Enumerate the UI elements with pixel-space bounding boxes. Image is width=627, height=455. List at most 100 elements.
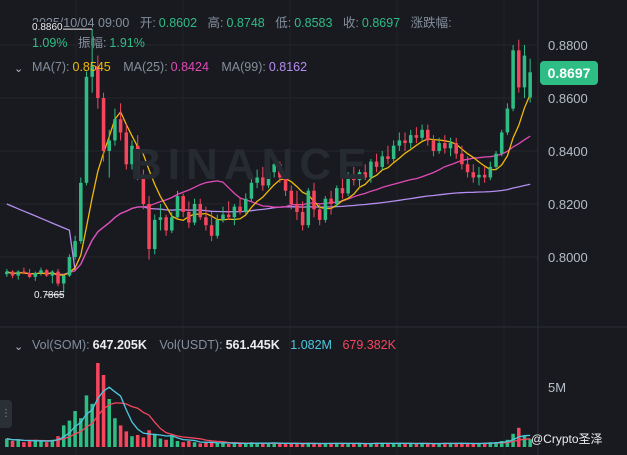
volume-bar — [289, 443, 294, 447]
volume-bar — [226, 444, 231, 447]
candle-body — [175, 196, 180, 218]
candle-body — [323, 198, 328, 220]
candle-body — [306, 190, 311, 226]
high-label: 高: — [207, 16, 224, 30]
candle-body — [465, 164, 470, 173]
volume-bar — [238, 443, 242, 447]
candle-body — [238, 206, 242, 212]
candle-body — [164, 217, 168, 231]
volume-bar — [380, 443, 385, 447]
volume-bar — [471, 443, 476, 447]
volume-bar — [175, 441, 180, 447]
candle-body — [289, 190, 294, 204]
candle-body — [443, 143, 447, 149]
volume-bar — [73, 411, 77, 447]
candle-body — [460, 153, 464, 165]
candle-body — [84, 76, 89, 183]
candle-body — [255, 177, 259, 183]
candle-body — [226, 214, 231, 218]
vol-toggle-icon[interactable]: ⌄ — [14, 341, 24, 353]
volume-bar — [317, 444, 322, 447]
candle-body — [27, 272, 32, 277]
ohlc-header: 2025/10/04 09:00 开: 0.8602 高: 0.8748 低: 0.8… — [32, 12, 455, 31]
ma-toggle-icon[interactable]: ⌄ — [14, 63, 24, 75]
panel-resize-handle[interactable]: ⋮ — [0, 400, 12, 428]
high-value: 0.8748 — [226, 16, 265, 30]
volume-bar — [482, 442, 487, 447]
candle-body — [79, 182, 83, 242]
volume-bar — [16, 439, 20, 447]
volume-bar — [33, 439, 38, 447]
volume-bar — [443, 442, 447, 447]
ma99-line — [6, 183, 531, 272]
candle-body — [181, 196, 185, 212]
candle-body — [16, 271, 20, 276]
candle-body — [113, 119, 117, 141]
volume-bar — [130, 436, 134, 447]
volume-bar — [22, 442, 26, 447]
candle-body — [471, 172, 476, 178]
candle-body — [232, 206, 237, 218]
candle-body — [118, 119, 123, 133]
candle-body — [158, 217, 163, 220]
candle-body — [170, 217, 174, 231]
candle-body — [352, 174, 356, 181]
volume-bar — [164, 439, 168, 447]
volume-bar — [101, 375, 106, 447]
candle-body — [397, 140, 402, 146]
candle-body — [522, 55, 527, 88]
volume-bar — [209, 442, 214, 447]
volume-bar — [391, 444, 396, 447]
volume-bar — [90, 403, 94, 447]
candle-body — [340, 188, 345, 194]
candle-body — [124, 132, 129, 165]
volume-bar — [420, 443, 424, 447]
volume-bar — [124, 431, 129, 447]
volume-bar — [494, 442, 498, 447]
volume-bar — [181, 442, 185, 447]
candle-body — [50, 271, 55, 276]
close-value: 0.8697 — [361, 16, 401, 30]
y-tick-2: 0.8400 — [548, 144, 588, 159]
volume-bar — [67, 420, 72, 447]
vol-ma1-value: 1.082M — [290, 338, 332, 352]
volume-bar — [300, 444, 305, 447]
volume-bar — [352, 443, 356, 447]
volume-bar — [27, 441, 32, 447]
volume-bar — [454, 443, 458, 447]
ma-legend: MA(7): 0.8545 MA(25): 0.8424 MA(99): 0.8162 — [32, 60, 310, 74]
volume-bar — [334, 442, 339, 447]
ma99-label: MA(99): — [221, 60, 266, 74]
volume-ma5-line — [6, 386, 531, 445]
vol-tick-5m: 5M — [548, 380, 567, 395]
volume-bar — [369, 443, 373, 447]
candle-body — [454, 143, 458, 154]
volume-bar — [113, 418, 117, 447]
volume-bar — [44, 442, 49, 447]
candle-body — [528, 72, 532, 98]
current-price-tag: 0.8697 — [540, 61, 598, 85]
volume-bar — [426, 443, 430, 447]
candle-body — [107, 140, 111, 151]
candle-body — [300, 211, 305, 226]
volume-bar — [403, 443, 407, 447]
candle-body — [511, 50, 515, 109]
volume-bar — [152, 433, 157, 447]
volume-bar — [465, 444, 470, 447]
candle-body — [266, 172, 271, 186]
vol-usdt-label: Vol(USDT): — [159, 338, 223, 352]
volume-bar — [340, 443, 345, 447]
candle-body — [249, 182, 254, 199]
candle-body — [10, 271, 15, 276]
amplitude-value: 1.91% — [109, 36, 145, 50]
candle-body — [67, 257, 72, 276]
exchange-watermark: BINANCE — [130, 140, 373, 189]
volume-bar — [107, 399, 111, 447]
volume-bar — [10, 441, 15, 447]
volume-bar — [278, 443, 282, 447]
volume-bar — [135, 435, 140, 447]
candle-body — [517, 50, 521, 88]
candle-body — [499, 132, 504, 154]
volume-bar — [192, 442, 197, 447]
